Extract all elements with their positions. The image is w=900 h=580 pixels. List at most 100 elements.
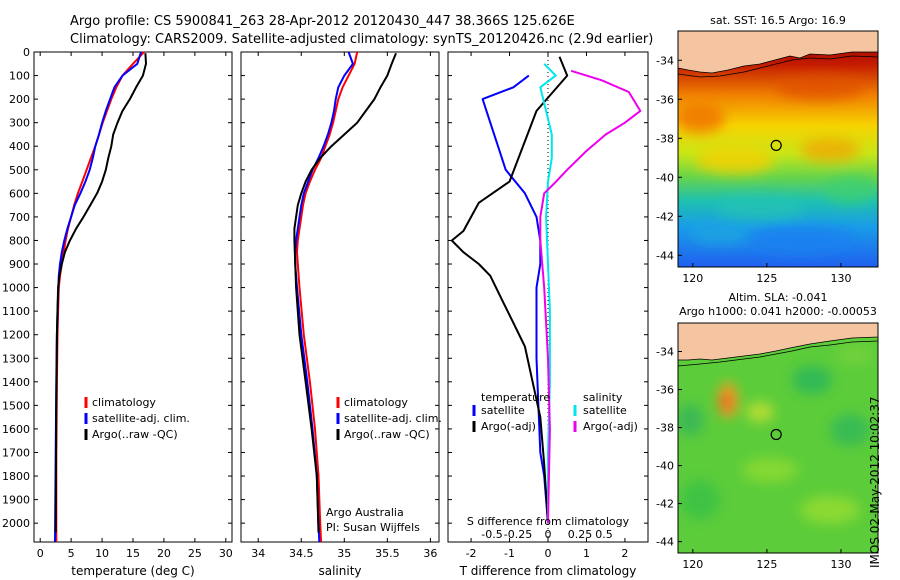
legend-label-temp-satellite: satellite [481, 404, 525, 417]
top-tick-label-2: -0.25 [504, 528, 532, 541]
institution-label: Argo Australia [326, 506, 404, 519]
depth-tick-label: 700 [9, 211, 30, 224]
legend-header-salinity: salinity [583, 391, 623, 404]
difference-x-ticks: -2 -1 0 1 2 [466, 52, 628, 560]
legend-label-temp-argo: Argo(-adj) [481, 420, 536, 433]
lon-tick-label: 125 [756, 272, 777, 285]
x-tick-label: -2 [466, 547, 477, 560]
legend-label-argo: Argo(..raw -QC) [344, 428, 430, 441]
depth-tick-label: 1400 [2, 376, 30, 389]
top-tick-label-3: 0 [545, 528, 552, 541]
top-tick-label-1: -0.5 [481, 528, 502, 541]
x-tick-label: 30 [219, 547, 233, 560]
difference-x-label: T difference from climatology [459, 564, 637, 578]
sla-land-mask [678, 323, 878, 361]
x-tick-label: 1 [583, 547, 590, 560]
legend-label-climatology: climatology [344, 396, 408, 409]
lat-tick-label: -36 [656, 384, 674, 397]
lon-tick-label: 130 [830, 558, 851, 571]
temperature-x-ticks: 0 5 10 15 20 25 30 [37, 52, 233, 560]
salinity-x-ticks: 34 34.5 35 35.5 36 [251, 52, 437, 560]
legend-label-satellite: satellite-adj. clim. [344, 412, 442, 425]
legend-label-sal-satellite: satellite [583, 404, 627, 417]
lon-tick-label: 125 [756, 558, 777, 571]
temperature-plot-area [33, 51, 233, 543]
lat-tick-label: -42 [656, 498, 674, 511]
depth-tick-label: 1000 [2, 282, 30, 295]
difference-legend: temperature salinity satellite Argo(-adj… [472, 391, 638, 433]
sla-map-frame [677, 322, 879, 554]
salinity-plot-area [240, 51, 440, 543]
salinity-lines [293, 51, 397, 543]
depth-tick-label: 300 [9, 117, 30, 130]
depth-tick-label: 1500 [2, 399, 30, 412]
depth-tick-label: 600 [9, 187, 30, 200]
depth-tick-label: 1900 [2, 494, 30, 507]
depth-tick-label: 1700 [2, 446, 30, 459]
depth-tick-label: 200 [9, 93, 30, 106]
series-line [539, 63, 557, 524]
x-tick-label: 0 [37, 547, 44, 560]
imos-timestamp: IMOS 02-May-2012 10:02:37 [868, 396, 882, 568]
lat-tick-label: -40 [656, 460, 674, 473]
sst-coast-contour [678, 55, 878, 78]
x-tick-label: 2 [621, 547, 628, 560]
x-tick-label: 36 [423, 547, 437, 560]
salinity-panel: 34 34.5 35 35.5 36 salinity climatology sate… [240, 51, 442, 578]
series-line [293, 52, 397, 533]
depth-tick-label: 2000 [2, 517, 30, 530]
legend-label-climatology: climatology [92, 396, 156, 409]
x-tick-label: 35 [337, 547, 351, 560]
legend-label-satellite: satellite-adj. clim. [92, 412, 190, 425]
figure-title-line2: Climatology: CARS2009. Satellite-adjuste… [70, 32, 653, 47]
series-line [294, 51, 354, 543]
sst-land-mask [678, 31, 878, 74]
sst-map-panel: sat. SST: 16.5 Argo: 16.9 120 125 130 -34 -3… [656, 14, 879, 285]
sst-argo-position-marker [770, 139, 782, 151]
difference-panel: -2 -1 0 1 2 S difference from climatology -0… [447, 51, 649, 578]
top-tick-label-4: 0.25 [568, 528, 593, 541]
sla-coast-contour [678, 340, 878, 367]
sst-map-frame [677, 30, 879, 268]
salinity-diff-axis-label: S difference from climatology [467, 515, 630, 528]
difference-depth-ticks [448, 51, 648, 524]
top-tick-label-5: 0.5 [595, 528, 613, 541]
temperature-legend: climatology satellite-adj. clim. Argo(..… [84, 396, 190, 441]
x-tick-label: 35.5 [375, 547, 400, 560]
lat-tick-label: -38 [656, 132, 674, 145]
depth-tick-label: 1800 [2, 470, 30, 483]
lat-tick-label: -38 [656, 422, 674, 435]
depth-tick-label: 500 [9, 164, 30, 177]
depth-tick-label: 900 [9, 258, 30, 271]
lat-tick-label: -44 [656, 249, 674, 262]
series-line [539, 69, 642, 524]
depth-tick-label: 1300 [2, 352, 30, 365]
sla-map-title-line2: Argo h1000: 0.041 h2000: -0.00053 [679, 305, 877, 318]
series-line [450, 56, 569, 524]
legend-label-argo: Argo(..raw -QC) [92, 428, 178, 441]
x-tick-label: 20 [157, 547, 171, 560]
lat-tick-label: -34 [656, 346, 674, 359]
lat-tick-label: -42 [656, 210, 674, 223]
x-tick-label: -1 [504, 547, 515, 560]
legend-header-temperature: temperature [481, 391, 550, 404]
x-tick-label: 15 [126, 547, 140, 560]
depth-tick-label: 1100 [2, 305, 30, 318]
x-tick-label: 5 [68, 547, 75, 560]
sla-map-image [678, 323, 878, 553]
pi-label: PI: Susan Wijffels [326, 521, 420, 534]
sst-map-ticks: 120 125 130 -34 -36 -38 -40 -42 -44 [656, 54, 851, 285]
series-line [54, 53, 147, 533]
x-tick-label: 25 [188, 547, 202, 560]
x-tick-label: 0 [545, 547, 552, 560]
lat-tick-label: -44 [656, 536, 674, 549]
x-tick-label: 34 [251, 547, 265, 560]
lat-tick-label: -34 [656, 54, 674, 67]
salinity-x-label: salinity [318, 564, 361, 578]
depth-tick-label: 1600 [2, 423, 30, 436]
depth-tick-label: 400 [9, 140, 30, 153]
temperature-panel: 0100200300400500600700800900100011001200… [2, 46, 233, 578]
lat-tick-label: -40 [656, 171, 674, 184]
figure-title-line1: Argo profile: CS 5900841_263 28-Apr-2012… [70, 14, 575, 29]
